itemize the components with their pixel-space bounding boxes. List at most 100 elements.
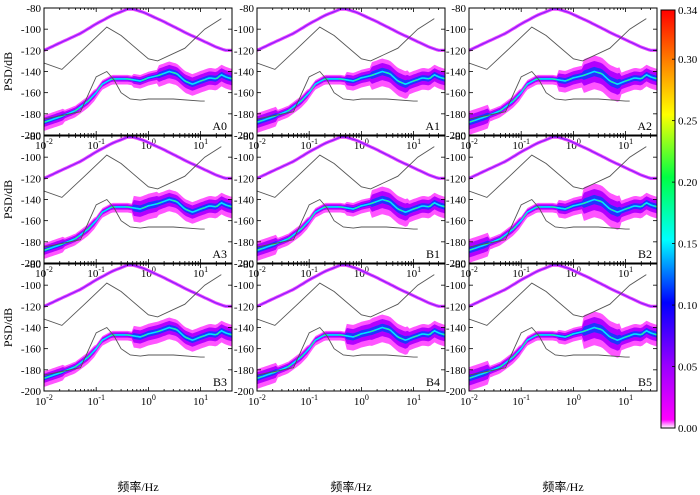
x-tick-base: 10 xyxy=(300,268,312,280)
x-tick-label: 10-1 xyxy=(300,265,318,280)
x-tick-exponent: -2 xyxy=(471,137,478,146)
nlnm-line xyxy=(469,70,630,120)
y-tick-label: -180 xyxy=(446,365,467,377)
x-tick-label: 10-1 xyxy=(512,265,530,280)
density-peak-highlight xyxy=(44,327,232,379)
density-low xyxy=(44,317,232,387)
x-tick-exponent: -2 xyxy=(46,393,53,402)
density-low xyxy=(469,55,657,135)
colorbar-tick-label: 0.10 xyxy=(678,300,698,312)
y-tick-label: -100 xyxy=(446,24,467,36)
y-tick-label: -180 xyxy=(21,365,42,377)
plot-area xyxy=(44,8,232,131)
x-tick-exponent: 0 xyxy=(577,137,581,146)
y-tick-label: -120 xyxy=(21,301,42,313)
x-tick-exponent: 1 xyxy=(417,137,421,146)
x-tick-label: 100 xyxy=(354,265,369,280)
y-axis-title: PSD/dB xyxy=(1,180,15,219)
plot-area xyxy=(469,8,657,135)
nhnm-line xyxy=(44,18,222,70)
y-tick-label: -100 xyxy=(21,152,42,164)
x-tick-exponent: -2 xyxy=(259,393,266,402)
upper-envelope xyxy=(469,136,657,179)
x-tick-base: 10 xyxy=(460,268,472,280)
x-tick-exponent: 0 xyxy=(365,393,369,402)
colorbar-tick-label: 0.00 xyxy=(678,423,698,435)
density-low xyxy=(44,189,232,259)
y-tick-label: -140 xyxy=(446,67,467,79)
y-tick-label: -80 xyxy=(26,3,41,15)
x-tick-exponent: -1 xyxy=(311,393,318,402)
x-tick-exponent: -1 xyxy=(311,137,318,146)
density-low xyxy=(469,311,657,391)
x-tick-base: 10 xyxy=(35,268,47,280)
x-tick-label: 10-1 xyxy=(512,393,530,408)
x-tick-exponent: -1 xyxy=(311,265,318,274)
x-tick-label: 10-1 xyxy=(87,265,105,280)
y-tick-label: -120 xyxy=(234,301,255,313)
x-tick-base: 10 xyxy=(406,140,418,152)
x-tick-exponent: -2 xyxy=(259,265,266,274)
y-tick-label: -200 xyxy=(21,258,42,270)
x-tick-label: 101 xyxy=(618,265,633,280)
upper-envelope xyxy=(469,8,657,51)
upper-envelope xyxy=(469,264,657,307)
x-tick-label: 101 xyxy=(193,265,208,280)
y-tick-label: -120 xyxy=(234,173,255,185)
x-tick-base: 10 xyxy=(460,396,472,408)
density-peak-highlight xyxy=(44,71,232,123)
x-tick-exponent: -2 xyxy=(471,393,478,402)
colorbar-tick-label: 0.34 xyxy=(678,5,698,17)
x-tick-exponent: 1 xyxy=(204,137,208,146)
x-tick-label: 101 xyxy=(406,393,421,408)
y-tick-label: -120 xyxy=(21,173,42,185)
x-tick-label: 10-2 xyxy=(35,137,53,152)
x-tick-base: 10 xyxy=(193,268,205,280)
plot-area xyxy=(257,8,445,133)
colorbar: 0.34 0.30 0.25 0.20 0.15 0.10 0.05 0.00 xyxy=(660,5,698,435)
panel-label: A0 xyxy=(212,119,227,133)
y-tick-label: -160 xyxy=(446,88,467,100)
y-tick-label: -80 xyxy=(451,3,466,15)
y-tick-label: -180 xyxy=(234,237,255,249)
x-tick-exponent: 1 xyxy=(417,265,421,274)
density-peak-highlight xyxy=(469,71,657,123)
panel-label: B2 xyxy=(638,247,652,261)
density-low xyxy=(44,61,232,131)
y-tick-label: -180 xyxy=(446,237,467,249)
x-tick-label: 10-2 xyxy=(460,393,478,408)
nlnm-line xyxy=(469,198,630,248)
y-tick-label: -100 xyxy=(21,280,42,292)
x-tick-base: 10 xyxy=(87,140,99,152)
colorbar-tick-label: 0.20 xyxy=(678,177,698,189)
x-tick-base: 10 xyxy=(35,140,47,152)
y-tick-label: -120 xyxy=(446,301,467,313)
plot-area xyxy=(257,264,445,389)
density-low xyxy=(469,183,657,263)
x-tick-label: 10-1 xyxy=(512,137,530,152)
nhnm-line xyxy=(257,146,435,198)
x-tick-base: 10 xyxy=(87,396,99,408)
x-tick-base: 10 xyxy=(566,268,578,280)
y-tick-label: -140 xyxy=(446,323,467,335)
density-high xyxy=(257,67,445,125)
x-tick-base: 10 xyxy=(618,396,630,408)
x-tick-exponent: 1 xyxy=(204,393,208,402)
x-tick-label: 100 xyxy=(566,137,581,152)
y-tick-label: -120 xyxy=(21,45,42,57)
density-peak-highlight xyxy=(257,327,445,379)
x-tick-label: 100 xyxy=(566,393,581,408)
y-tick-label: -80 xyxy=(239,3,254,15)
x-tick-exponent: -2 xyxy=(46,265,53,274)
x-tick-label: 101 xyxy=(406,265,421,280)
x-tick-base: 10 xyxy=(141,140,153,152)
x-tick-label: 100 xyxy=(141,137,156,152)
y-tick-label: -160 xyxy=(446,216,467,228)
x-tick-label: 10-1 xyxy=(300,393,318,408)
x-tick-base: 10 xyxy=(354,140,366,152)
nlnm-line xyxy=(257,326,418,376)
